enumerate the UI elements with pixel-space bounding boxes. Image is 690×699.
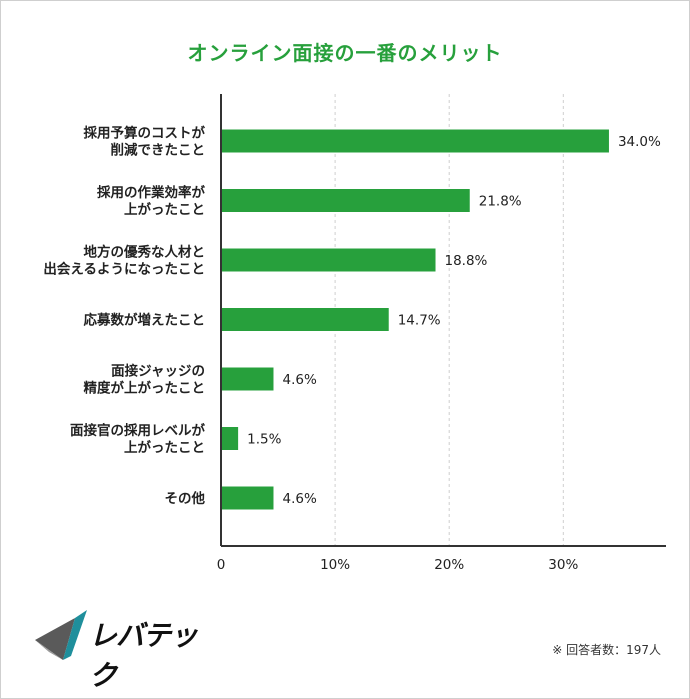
bar bbox=[221, 427, 239, 450]
value-label: 4.6% bbox=[282, 491, 316, 507]
value-label: 34.0% bbox=[618, 134, 661, 150]
category-label: その他 bbox=[165, 490, 206, 507]
bar bbox=[221, 248, 436, 272]
value-label: 14.7% bbox=[398, 313, 441, 329]
category-label: 地方の優秀な人材と bbox=[84, 244, 206, 261]
category-label: 精度が上がったこと bbox=[84, 380, 206, 397]
category-label: 採用予算のコストが bbox=[84, 125, 206, 142]
x-tick-label: 20% bbox=[434, 557, 464, 573]
x-tick-label: 0 bbox=[217, 557, 226, 573]
category-label: 上がったこと bbox=[124, 201, 205, 218]
logo-text: レバテック bbox=[89, 619, 198, 692]
chart-title: オンライン面接の一番のメリット bbox=[187, 41, 503, 65]
respondent-note: ※ 回答者数：197人 bbox=[552, 643, 661, 657]
bar bbox=[221, 189, 470, 212]
category-label: 応募数が増えたこと bbox=[84, 312, 206, 329]
x-tick-label: 30% bbox=[548, 557, 578, 573]
category-label: 上がったこと bbox=[124, 439, 205, 456]
value-label: 1.5% bbox=[247, 432, 281, 448]
category-label: 削減できたこと bbox=[111, 142, 206, 159]
category-label: 採用の作業効率が bbox=[97, 184, 205, 201]
value-label: 21.8% bbox=[479, 194, 522, 210]
value-label: 4.6% bbox=[282, 372, 316, 388]
logo: レバテック bbox=[31, 606, 221, 692]
category-label: 面接ジャッジの bbox=[111, 363, 205, 380]
bar bbox=[221, 129, 609, 153]
category-label: 面接官の採用レベルが bbox=[70, 422, 205, 439]
value-label: 18.8% bbox=[445, 253, 488, 269]
x-tick-label: 10% bbox=[320, 557, 350, 573]
bar bbox=[221, 486, 274, 510]
bar bbox=[221, 367, 274, 391]
bar bbox=[221, 308, 389, 331]
logo-mark-icon bbox=[35, 610, 87, 660]
category-label: 出会えるようになったこと bbox=[43, 261, 205, 278]
